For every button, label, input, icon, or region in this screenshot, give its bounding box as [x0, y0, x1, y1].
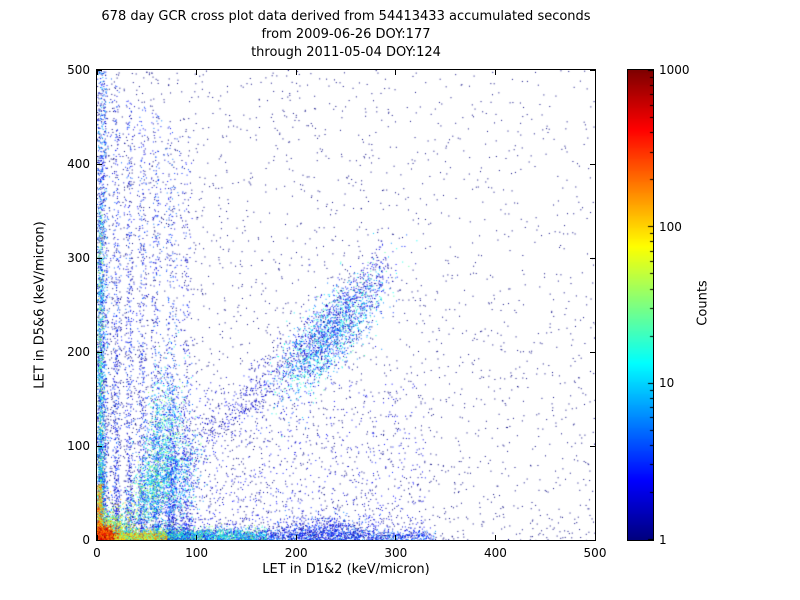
y-tick-mark: [97, 539, 102, 541]
y-tick-mark: [97, 351, 102, 353]
y-tick-mark: [590, 445, 595, 447]
x-tick-label: 100: [185, 546, 209, 560]
y-tick-mark: [590, 351, 595, 353]
x-tick-mark: [395, 535, 397, 540]
y-tick-label: 400: [67, 157, 90, 171]
colorbar-tick-label: 1: [659, 533, 667, 547]
x-tick-mark: [96, 535, 98, 540]
colorbar-label: Counts: [695, 280, 711, 326]
x-tick-label: 400: [483, 546, 507, 560]
colorbar-tick-label: 10: [659, 376, 675, 391]
x-tick-label: 0: [93, 546, 101, 560]
y-tick-mark: [590, 257, 595, 259]
colorbar-tick-label: 1000: [659, 63, 690, 77]
y-tick-label: 300: [67, 251, 90, 265]
x-tick-label: 500: [583, 546, 607, 560]
y-tick-mark: [97, 257, 102, 259]
x-tick-mark: [196, 70, 198, 75]
x-tick-mark: [494, 535, 496, 540]
x-tick-mark: [494, 70, 496, 75]
x-tick-mark: [594, 70, 596, 75]
x-tick-mark: [594, 535, 596, 540]
y-axis-label: LET in D5&6 (keV/micron): [32, 221, 48, 389]
y-tick-mark: [97, 445, 102, 447]
scatter-canvas: [97, 70, 595, 540]
x-tick-mark: [196, 535, 198, 540]
x-tick-mark: [395, 70, 397, 75]
chart-subtitle-from: from 2009-06-26 DOY:177: [261, 27, 431, 42]
y-tick-mark: [97, 69, 102, 71]
colorbar-tick-label: 100: [659, 219, 682, 234]
x-tick-label: 300: [384, 546, 408, 560]
y-tick-mark: [97, 163, 102, 165]
x-tick-mark: [295, 70, 297, 75]
y-tick-mark: [590, 163, 595, 165]
x-axis-label: LET in D1&2 (keV/micron): [262, 562, 430, 577]
y-tick-mark: [590, 69, 595, 71]
x-tick-mark: [295, 535, 297, 540]
chart-subtitle-through: through 2011-05-04 DOY:124: [251, 45, 441, 60]
plot-area: [96, 69, 596, 541]
y-tick-label: 100: [67, 439, 90, 453]
chart-title: 678 day GCR cross plot data derived from…: [101, 9, 591, 24]
y-tick-mark: [590, 539, 595, 541]
x-tick-mark: [96, 70, 98, 75]
y-tick-label: 500: [67, 63, 90, 77]
colorbar-canvas: [628, 70, 653, 540]
y-tick-label: 0: [82, 533, 90, 547]
y-tick-label: 200: [67, 345, 90, 359]
colorbar: [627, 69, 654, 541]
x-tick-label: 200: [284, 546, 308, 560]
